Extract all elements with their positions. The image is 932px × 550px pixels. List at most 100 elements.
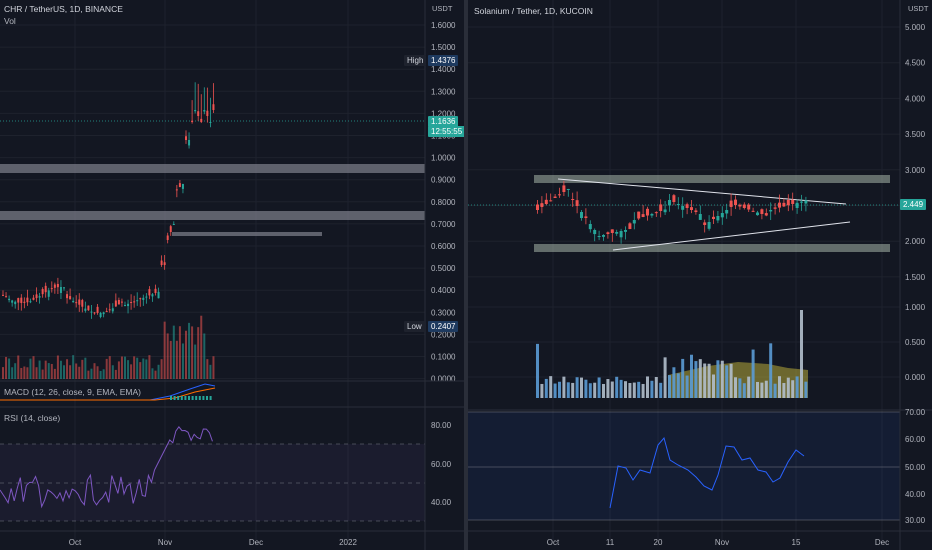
volume-bar <box>172 325 175 379</box>
volume-bar <box>580 377 583 398</box>
volume-bar <box>175 340 178 379</box>
right-time-tick: Dec <box>875 538 889 547</box>
volume-bar <box>650 380 654 398</box>
left-chart-canvas[interactable]: 1.60001.50001.40001.30001.20001.10001.00… <box>0 0 464 550</box>
volume-bar <box>117 361 120 379</box>
candle <box>11 300 14 303</box>
right-price-tick: 3.500 <box>905 130 926 139</box>
volume-bar <box>87 370 90 379</box>
volume-bar <box>720 360 724 398</box>
volume-bar <box>641 383 645 398</box>
candle <box>69 296 72 300</box>
volume-bar <box>72 355 75 379</box>
volume-bar <box>786 377 790 398</box>
macd-histogram-bar <box>177 396 180 400</box>
volume-bar <box>93 363 96 379</box>
volume-bar <box>637 381 641 398</box>
volume-bar <box>102 369 105 379</box>
candle <box>769 210 773 212</box>
volume-bar <box>26 367 29 379</box>
volume-bar <box>619 379 623 398</box>
volume-bar <box>716 360 720 398</box>
left-high-value: 1.4376 <box>428 55 459 66</box>
volume-bar <box>120 356 123 379</box>
volume-bar <box>764 380 768 398</box>
right-time-tick: 15 <box>792 538 801 547</box>
candle <box>720 213 724 218</box>
volume-bar <box>549 376 553 398</box>
candle <box>75 302 78 304</box>
panel-divider[interactable] <box>464 0 468 550</box>
candle <box>14 301 17 305</box>
candle <box>632 220 636 224</box>
descending-trendline <box>557 178 847 205</box>
left-rsi-title: RSI (14, close) <box>4 413 61 423</box>
volume-bar <box>778 376 781 398</box>
candle <box>584 216 588 218</box>
volume-bar <box>185 330 187 379</box>
macd-histogram-bar <box>188 396 190 400</box>
candle <box>160 260 163 265</box>
candle <box>20 297 23 303</box>
volume-bar <box>47 363 50 379</box>
candle <box>694 210 698 212</box>
left-low-value: 0.2407 <box>428 321 459 332</box>
candle <box>8 298 11 301</box>
candle <box>654 212 658 214</box>
volume-bar <box>654 377 658 398</box>
left-price-tick: 1.4000 <box>431 65 456 74</box>
candle <box>188 140 191 146</box>
left-rsi-tick: 40.00 <box>431 498 452 507</box>
right-time-tick: Oct <box>547 538 560 547</box>
candle <box>105 311 108 313</box>
left-time-tick: Oct <box>69 538 82 547</box>
right-time-tick: 11 <box>606 538 615 547</box>
candle <box>154 288 157 293</box>
candle <box>707 222 711 229</box>
volume-bar <box>624 381 627 398</box>
volume-bar <box>84 357 87 379</box>
candle <box>646 208 649 216</box>
volume-bar <box>5 356 8 379</box>
left-countdown: 12:55:55 <box>428 126 466 137</box>
candle <box>108 309 111 311</box>
volume-bar <box>142 358 145 379</box>
macd-histogram-bar <box>209 396 212 400</box>
candle <box>575 200 579 206</box>
right-last-price: 2.449 <box>900 199 927 210</box>
candle <box>764 213 768 216</box>
volume-bar <box>69 365 72 379</box>
volume-bar <box>154 370 157 379</box>
volume-bar <box>163 321 166 379</box>
volume-bar <box>663 357 667 398</box>
candle <box>597 236 601 238</box>
candle <box>602 235 605 237</box>
candle <box>580 212 583 219</box>
left-chart-panel[interactable]: 1.60001.50001.40001.30001.20001.10001.00… <box>0 0 466 550</box>
volume-bar <box>760 382 764 398</box>
volume-bar <box>747 376 751 398</box>
candle <box>540 203 544 207</box>
volume-bar <box>29 358 32 379</box>
volume-bar <box>562 376 566 398</box>
candle <box>139 298 142 300</box>
volume-bar <box>773 383 777 398</box>
volume-bar <box>99 370 102 379</box>
candle <box>659 204 663 211</box>
volume-bar <box>553 383 557 398</box>
candle <box>593 230 597 235</box>
volume-bar <box>738 378 742 398</box>
candle <box>130 302 133 304</box>
candle <box>96 306 99 313</box>
right-chart-canvas[interactable]: 5.0004.5004.0003.5003.0002.5002.0001.500… <box>468 0 932 550</box>
left-price-tick: 0.7000 <box>431 220 456 229</box>
volume-bar <box>59 360 62 379</box>
volume-bar <box>38 360 41 379</box>
right-chart-panel[interactable]: 5.0004.5004.0003.5003.0002.5002.0001.500… <box>468 0 932 550</box>
volume-bar <box>75 363 78 379</box>
right-time-tick: 20 <box>654 538 663 547</box>
right-rsi-tick: 70.00 <box>905 408 926 417</box>
candle <box>145 296 148 298</box>
volume-bar <box>44 360 47 379</box>
left-price-tick: 1.3000 <box>431 87 456 96</box>
